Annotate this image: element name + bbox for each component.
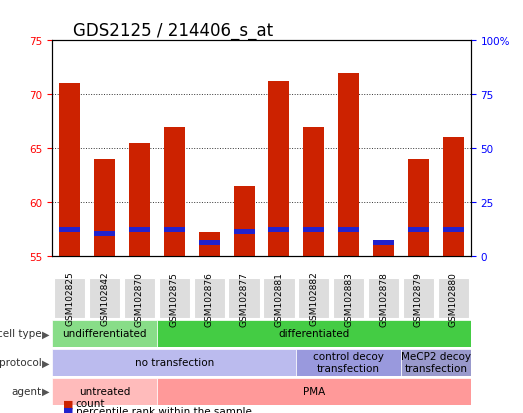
Text: untreated: untreated [79,386,130,396]
FancyBboxPatch shape [333,279,365,318]
Bar [303,127,324,256]
Bar [129,143,150,256]
Text: ■: ■ [63,399,73,408]
Text: percentile rank within the sample: percentile rank within the sample [76,406,252,413]
Text: PMA: PMA [303,386,325,396]
Text: ▶: ▶ [42,328,50,339]
Text: GSM102825: GSM102825 [65,271,74,326]
Text: GSM102881: GSM102881 [275,271,283,326]
Bar [338,74,359,256]
Text: ■: ■ [63,406,73,413]
FancyBboxPatch shape [229,279,260,318]
Text: GSM102883: GSM102883 [344,271,353,326]
Bar [443,227,464,233]
FancyBboxPatch shape [438,279,469,318]
FancyBboxPatch shape [124,279,155,318]
FancyBboxPatch shape [52,349,297,376]
Bar [164,127,185,256]
Bar [443,138,464,256]
Text: protocol: protocol [0,357,42,368]
FancyBboxPatch shape [401,349,471,376]
Text: control decoy
transfection: control decoy transfection [313,351,384,373]
Text: no transfection: no transfection [135,357,214,368]
Text: GSM102842: GSM102842 [100,271,109,325]
Bar [199,233,220,256]
Text: GSM102880: GSM102880 [449,271,458,326]
Text: GSM102877: GSM102877 [240,271,248,326]
Bar [373,240,394,245]
FancyBboxPatch shape [297,349,401,376]
FancyBboxPatch shape [89,279,120,318]
Text: GSM102882: GSM102882 [309,271,319,326]
Text: GDS2125 / 214406_s_at: GDS2125 / 214406_s_at [73,22,274,40]
Bar [268,227,289,233]
Text: agent: agent [12,386,42,396]
Bar [164,227,185,233]
Bar [94,159,115,256]
Text: GSM102875: GSM102875 [170,271,179,326]
Text: cell type: cell type [0,328,42,339]
FancyBboxPatch shape [368,279,399,318]
Text: GSM102870: GSM102870 [135,271,144,326]
Text: ▶: ▶ [42,357,50,368]
FancyBboxPatch shape [157,378,471,405]
Bar [408,159,429,256]
Bar [199,240,220,245]
Text: ▶: ▶ [42,386,50,396]
Bar [59,227,80,233]
Text: GSM102876: GSM102876 [204,271,214,326]
Text: MeCP2 decoy
transfection: MeCP2 decoy transfection [401,351,471,373]
FancyBboxPatch shape [157,320,471,347]
Bar [408,227,429,233]
Text: count: count [76,399,105,408]
FancyBboxPatch shape [52,320,157,347]
Bar [234,229,255,235]
FancyBboxPatch shape [194,279,225,318]
Bar [373,240,394,256]
Text: differentiated: differentiated [278,328,349,339]
Text: undifferentiated: undifferentiated [62,328,147,339]
FancyBboxPatch shape [54,279,85,318]
Bar [94,231,115,237]
FancyBboxPatch shape [52,378,157,405]
FancyBboxPatch shape [403,279,434,318]
Bar [303,227,324,233]
Text: GSM102879: GSM102879 [414,271,423,326]
Text: GSM102878: GSM102878 [379,271,388,326]
FancyBboxPatch shape [263,279,294,318]
FancyBboxPatch shape [158,279,190,318]
Bar [129,227,150,233]
Bar [59,84,80,256]
Bar [268,82,289,256]
FancyBboxPatch shape [298,279,329,318]
Bar [338,227,359,233]
Bar [234,186,255,256]
